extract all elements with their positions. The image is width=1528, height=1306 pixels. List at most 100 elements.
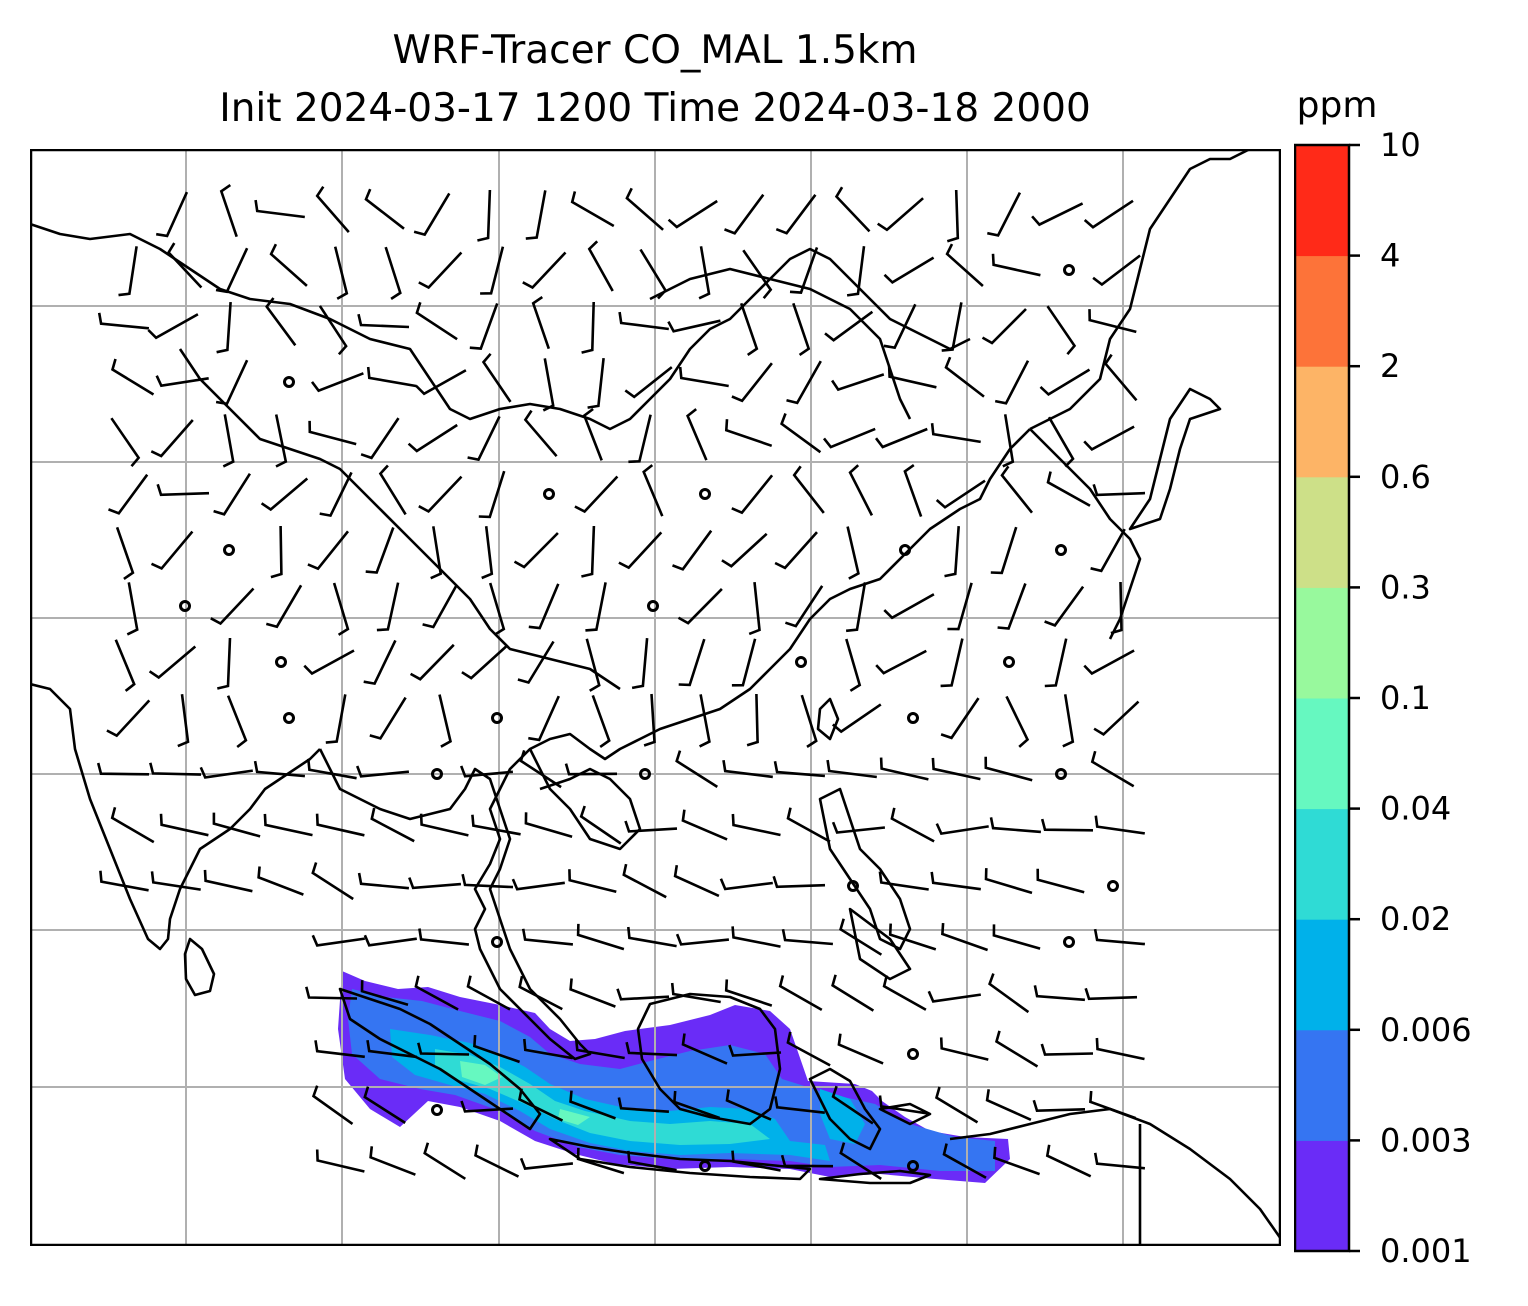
wind-barb bbox=[800, 694, 818, 748]
calm-marker bbox=[1055, 544, 1067, 556]
wind-barb bbox=[319, 471, 353, 518]
wind-barb bbox=[478, 470, 506, 519]
colorbar-tick-label: 0.1 bbox=[1380, 679, 1431, 717]
wind-barb bbox=[675, 933, 730, 946]
wind-barb bbox=[147, 313, 199, 340]
wind-barb bbox=[1062, 694, 1075, 748]
border-china-south bbox=[178, 348, 621, 691]
wind-barb bbox=[307, 758, 357, 780]
wind-barb bbox=[263, 813, 313, 837]
wind-barb bbox=[678, 638, 706, 687]
wind-barb bbox=[981, 308, 1027, 345]
wind-barb bbox=[673, 1090, 721, 1120]
wind-barb bbox=[681, 1033, 728, 1065]
wind-barb bbox=[528, 583, 560, 630]
wind-barb bbox=[627, 1150, 677, 1172]
wind-barb bbox=[513, 532, 559, 569]
wind-barb bbox=[376, 582, 400, 632]
wind-barb bbox=[731, 362, 773, 403]
wind-barb bbox=[564, 763, 618, 776]
wind-barb bbox=[992, 924, 1041, 950]
wind-barb bbox=[110, 417, 141, 468]
wind-barb bbox=[774, 531, 818, 570]
wind-barb bbox=[265, 584, 303, 629]
wind-barb bbox=[569, 978, 616, 1008]
wind-barb bbox=[984, 868, 1033, 895]
wind-barb bbox=[773, 761, 826, 778]
wind-barb bbox=[839, 918, 883, 956]
wind-barb bbox=[150, 419, 194, 458]
calm-marker bbox=[275, 656, 287, 668]
colorbar-segment bbox=[1295, 1029, 1349, 1141]
wind-barb bbox=[831, 703, 882, 734]
wind-barb bbox=[643, 693, 656, 747]
coastline-lesser-sunda bbox=[818, 1169, 932, 1185]
wind-barb bbox=[878, 871, 929, 891]
wind-barb bbox=[469, 302, 499, 350]
calm-marker bbox=[639, 768, 651, 780]
wind-barb bbox=[774, 1096, 825, 1114]
wind-barb bbox=[780, 1154, 834, 1168]
wind-barb bbox=[311, 934, 365, 947]
wind-barb bbox=[148, 645, 197, 680]
wind-barb bbox=[667, 319, 721, 333]
wind-barb bbox=[930, 871, 981, 891]
wind-barb bbox=[106, 699, 151, 738]
colorbar-segment bbox=[1295, 1140, 1349, 1252]
wind-barb bbox=[126, 582, 139, 636]
wind-barb bbox=[357, 872, 410, 890]
wind-barb bbox=[360, 980, 409, 1007]
plume-level-002 bbox=[435, 1049, 770, 1145]
wind-barb bbox=[118, 246, 138, 297]
wind-barb bbox=[941, 302, 963, 352]
border-mongolia-russia bbox=[649, 267, 912, 420]
wind-barb bbox=[887, 365, 937, 389]
wind-barb bbox=[461, 873, 514, 889]
wind-barb bbox=[481, 526, 494, 580]
wind-barb bbox=[882, 975, 927, 1011]
calm-marker bbox=[907, 1160, 919, 1172]
wind-barb bbox=[114, 639, 136, 692]
wind-barb bbox=[724, 979, 773, 1007]
calm-marker bbox=[907, 712, 919, 724]
map-panel bbox=[30, 149, 1281, 1246]
wind-barb bbox=[1036, 868, 1085, 894]
wind-barb bbox=[831, 974, 875, 1012]
colorbar: ppm 0.001 0.003 0.006 0.02 0.04 0.1 0.3 0.6 2 4 10 bbox=[1294, 95, 1472, 1265]
map-gridlines bbox=[30, 149, 1281, 1246]
wind-barb bbox=[418, 251, 463, 290]
calm-marker bbox=[1055, 768, 1067, 780]
wind-barb bbox=[624, 366, 673, 399]
wind-barb bbox=[940, 697, 980, 740]
wind-barb bbox=[670, 982, 721, 1004]
calm-marker bbox=[847, 880, 859, 892]
wind-barbs bbox=[96, 184, 1146, 1180]
wind-barb bbox=[355, 765, 410, 778]
wind-barb bbox=[418, 928, 470, 946]
wind-barb bbox=[993, 1146, 1041, 1176]
wind-barb bbox=[219, 184, 238, 238]
wind-barb bbox=[778, 975, 823, 1012]
wind-barb bbox=[624, 820, 678, 833]
wind-barb bbox=[576, 923, 625, 951]
colorbar-tick-label: 0.04 bbox=[1380, 790, 1451, 828]
calm-marker bbox=[283, 376, 295, 388]
colorbar-tick-label: 0.02 bbox=[1380, 900, 1451, 938]
wind-barb bbox=[365, 527, 395, 574]
calm-marker bbox=[1003, 656, 1015, 668]
calm-marker bbox=[907, 1048, 919, 1060]
colorbar-segment bbox=[1295, 145, 1349, 257]
wind-barb bbox=[99, 870, 149, 892]
wind-barb bbox=[1083, 199, 1134, 229]
wind-barb bbox=[585, 582, 607, 632]
wind-barb bbox=[775, 194, 817, 235]
coastline-india bbox=[30, 682, 321, 951]
wind-barb bbox=[1090, 528, 1126, 573]
calm-marker bbox=[899, 544, 911, 556]
wind-barb bbox=[989, 817, 1042, 834]
wind-barb bbox=[166, 242, 203, 289]
wind-barb bbox=[579, 805, 622, 845]
wind-barb bbox=[528, 695, 560, 742]
wind-barb bbox=[155, 191, 189, 238]
wind-barb bbox=[569, 1090, 616, 1120]
